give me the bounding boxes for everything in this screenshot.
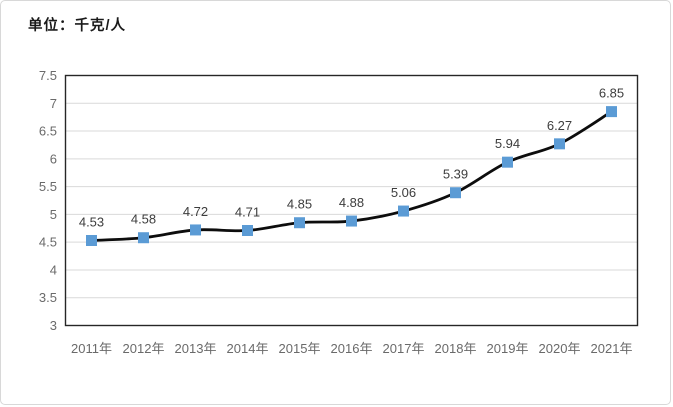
data-point-marker: [450, 187, 461, 199]
y-axis-tick-label: 6: [50, 151, 57, 166]
data-point-label: 4.53: [79, 215, 104, 230]
x-axis-tick-label: 2011年: [71, 341, 112, 356]
y-axis-tick-label: 4.5: [39, 235, 57, 250]
data-point-label: 4.58: [131, 212, 156, 227]
data-point-label: 6.85: [599, 86, 624, 101]
data-point-marker: [190, 224, 201, 236]
data-point-marker: [398, 205, 409, 217]
x-axis-tick-label: 2018年: [435, 341, 477, 356]
x-axis-tick-label: 2014年: [227, 341, 269, 356]
data-point-marker: [346, 215, 357, 227]
y-axis-tick-label: 7.5: [39, 68, 57, 83]
data-point-label: 4.71: [235, 205, 260, 220]
data-point-label: 5.39: [443, 167, 468, 182]
x-axis-tick-label: 2015年: [279, 341, 321, 356]
x-axis-tick-label: 2012年: [123, 341, 165, 356]
data-point-label: 5.94: [495, 136, 520, 151]
x-axis-tick-label: 2013年: [175, 341, 217, 356]
data-point-marker: [554, 138, 565, 150]
data-point-marker: [242, 225, 253, 236]
data-point-marker: [86, 235, 97, 246]
data-point-label: 5.06: [391, 185, 416, 200]
x-axis-tick-label: 2021年: [591, 341, 633, 356]
x-axis-tick-label: 2017年: [383, 341, 425, 356]
data-point-label: 6.27: [547, 118, 572, 133]
data-point-label: 4.72: [183, 204, 208, 219]
y-axis-tick-label: 5.5: [39, 179, 57, 194]
y-axis-tick-label: 6.5: [39, 124, 57, 139]
x-axis-tick-label: 2020年: [539, 341, 581, 356]
plot-area-border: [64, 74, 639, 327]
y-axis-tick-label: 3: [50, 318, 57, 333]
x-axis-tick-label: 2019年: [487, 341, 529, 356]
y-axis-tick-label: 3.5: [39, 290, 57, 305]
y-axis-tick-label: 7: [50, 96, 57, 111]
chart-title: 单位：千克/人: [28, 18, 127, 34]
data-point-marker: [502, 156, 513, 168]
y-axis-tick-label: 5: [50, 207, 57, 222]
x-axis-tick-label: 2016年: [331, 341, 373, 356]
data-point-marker: [606, 106, 617, 118]
data-point-label: 4.85: [287, 197, 312, 212]
data-point-marker: [294, 217, 305, 229]
y-axis-tick-label: 4: [50, 262, 57, 277]
data-point-label: 4.88: [339, 195, 364, 210]
data-point-marker: [138, 232, 149, 244]
